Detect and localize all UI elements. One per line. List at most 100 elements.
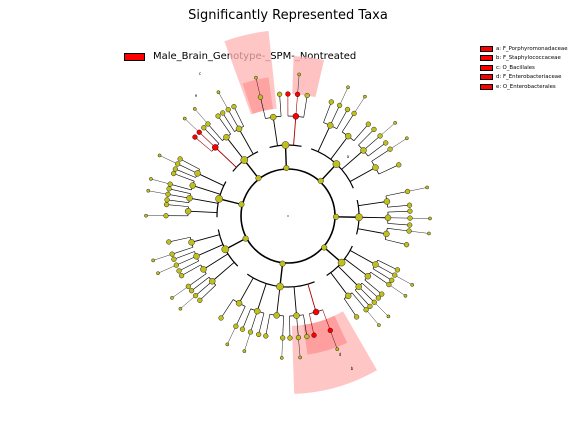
taxon-node xyxy=(364,272,372,280)
clade-branch xyxy=(297,74,300,95)
clade-branch xyxy=(351,292,367,310)
taxon-node xyxy=(371,126,377,133)
clade-branch xyxy=(191,277,210,291)
clade-branch xyxy=(372,268,392,281)
highlighted-taxon-node xyxy=(212,144,219,151)
clade-branch xyxy=(361,282,379,299)
taxon-node xyxy=(387,146,393,152)
taxon-node xyxy=(173,262,179,268)
taxon-node xyxy=(304,333,310,340)
taxon-node xyxy=(328,99,334,105)
taxon-node xyxy=(242,235,249,242)
taxon-node xyxy=(176,268,182,274)
taxon-node xyxy=(383,198,391,205)
taxa-legend-label: d: F_Enterobacteriaceae xyxy=(496,74,562,81)
clade-branch xyxy=(169,188,191,195)
taxa-legend-swatch xyxy=(480,55,493,62)
taxon-node xyxy=(295,334,302,341)
clade-branch xyxy=(330,135,349,160)
taxon-node xyxy=(178,306,183,311)
clade-branch xyxy=(195,281,213,296)
clade-branch xyxy=(176,256,197,266)
highlighted-taxon-node xyxy=(327,327,333,334)
taxon-node xyxy=(351,110,357,117)
clade-branch xyxy=(375,264,395,276)
taxon-node xyxy=(355,213,363,222)
taxon-node xyxy=(164,197,170,203)
clade-branch xyxy=(153,253,173,261)
clade-branch xyxy=(207,123,223,141)
clade-branch xyxy=(282,315,284,338)
clade-branch xyxy=(188,210,218,214)
clade-branch xyxy=(367,142,386,157)
clade-highlight-sector xyxy=(303,315,348,355)
taxon-node xyxy=(192,293,199,299)
taxa-legend-row: e: O_Enterobacterales xyxy=(480,82,568,92)
clade-branch xyxy=(344,258,369,277)
taxa-legend-label: b: F_Staphylococcaceae xyxy=(496,55,561,62)
taxon-node xyxy=(233,323,239,329)
taxon-node xyxy=(298,355,302,360)
clade-branch xyxy=(238,277,254,304)
clade-branch xyxy=(307,284,317,313)
clade-branch xyxy=(409,230,429,234)
clade-branch xyxy=(199,284,216,301)
taxon-node xyxy=(200,266,207,273)
taxon-node xyxy=(344,106,351,113)
taxon-node xyxy=(235,125,243,133)
taxon-node xyxy=(276,91,283,97)
clade-branch xyxy=(387,204,410,208)
clade-branch xyxy=(298,337,301,358)
chart-title: Significantly Represented Taxa xyxy=(188,8,388,23)
clade-branch xyxy=(170,183,192,191)
taxon-node xyxy=(223,133,230,141)
clade-branch xyxy=(357,228,387,235)
taxon-node xyxy=(157,153,162,158)
clade-branch xyxy=(178,260,199,272)
taxa-legend: a: F_Porphyromonadaceae b: F_Staphylococ… xyxy=(480,44,568,92)
clade-branch xyxy=(407,187,428,192)
clade-branch xyxy=(177,163,198,174)
clade-branch xyxy=(272,117,278,146)
clade-branch xyxy=(279,94,282,117)
taxon-node xyxy=(379,291,385,297)
clade-branch xyxy=(378,164,399,175)
taxon-node xyxy=(167,181,173,187)
clade-branch xyxy=(222,112,235,132)
taxon-node xyxy=(192,107,197,111)
taxon-node xyxy=(185,283,191,289)
clade-branch xyxy=(258,312,265,335)
taxon-node xyxy=(383,230,390,238)
taxon-node xyxy=(197,297,203,303)
taxon-node xyxy=(257,94,264,100)
clade-branch xyxy=(336,109,348,129)
taxon-node xyxy=(394,267,401,273)
taxon-node xyxy=(225,107,231,113)
highlight-sectors xyxy=(224,31,377,394)
clade-branch xyxy=(256,283,267,312)
clade-branch xyxy=(322,309,331,331)
taxon-node xyxy=(201,125,207,131)
clade-branch xyxy=(244,332,251,352)
group-legend-swatch xyxy=(124,52,145,61)
taxon-node xyxy=(225,342,230,347)
taxon-node xyxy=(205,121,211,127)
clade-branch xyxy=(157,264,177,274)
clade-branch xyxy=(358,129,375,146)
taxon-node xyxy=(321,244,328,251)
taxon-node xyxy=(363,94,367,99)
taxon-node xyxy=(172,166,178,172)
clade-branch xyxy=(250,311,258,333)
taxon-node xyxy=(163,201,170,208)
clade-branch xyxy=(211,262,235,282)
taxon-node xyxy=(182,116,187,121)
taxon-node xyxy=(407,222,413,228)
taxon-node xyxy=(297,72,301,77)
clade-branch xyxy=(330,272,349,297)
clade-branch xyxy=(388,284,406,296)
taxa-legend-label: e: O_Enterobacterales xyxy=(496,83,556,90)
highlighted-taxon-node xyxy=(311,332,317,338)
taxon-node xyxy=(403,294,408,298)
taxa-legend-swatch xyxy=(480,83,493,90)
